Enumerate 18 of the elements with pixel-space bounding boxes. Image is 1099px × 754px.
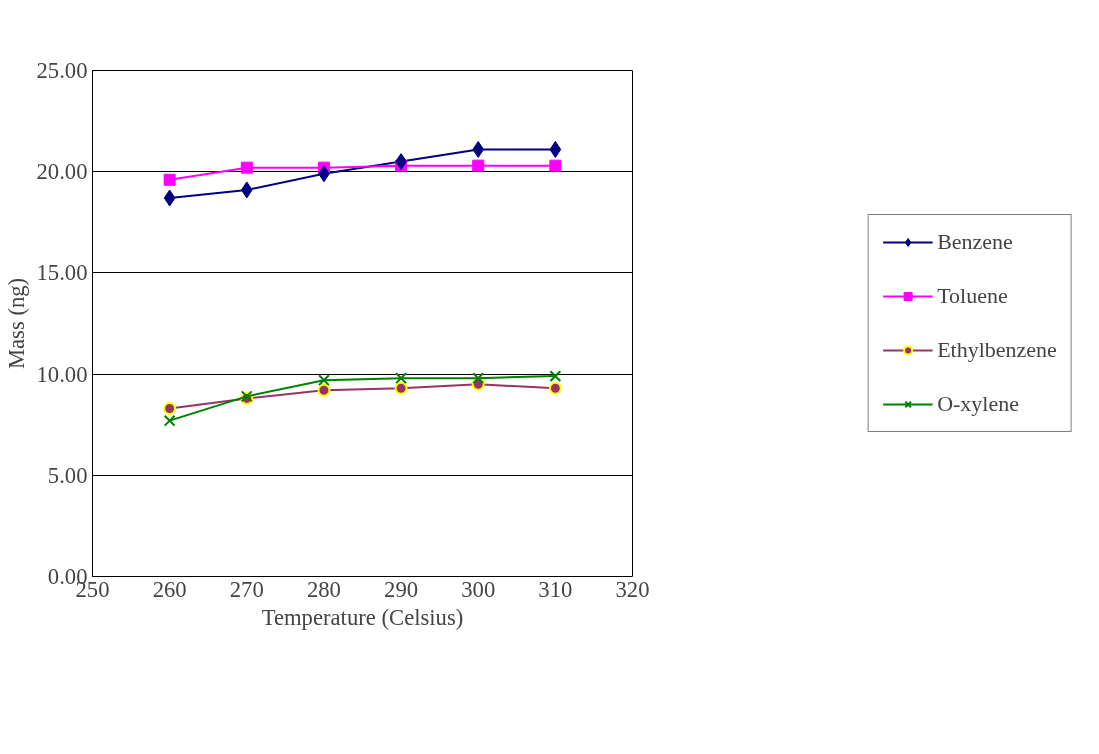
y-tick-label: 20.00 (36, 159, 88, 185)
y-tick-label: 15.00 (36, 260, 88, 286)
y-tick-label: 5.00 (47, 462, 88, 488)
legend-label: Toluene (937, 283, 1008, 309)
x-tick-label: 300 (461, 576, 496, 602)
x-tick-label: 310 (538, 576, 573, 602)
x-tick-label: 290 (384, 576, 419, 602)
x-tick-label: 270 (229, 576, 264, 602)
x-axis-title: Temperature (Celsius) (261, 604, 464, 630)
y-tick-label: 25.00 (36, 58, 88, 83)
legend-label: Benzene (937, 229, 1013, 255)
x-tick-label: 320 (615, 576, 650, 602)
x-tick-label: 260 (152, 576, 187, 602)
y-tick-label: 10.00 (36, 361, 88, 387)
x-tick-label: 280 (306, 576, 341, 602)
legend-label: Ethylbenzene (937, 337, 1057, 363)
y-axis-title: Mass (ng) (3, 277, 29, 370)
legend-label: O-xylene (937, 391, 1019, 417)
